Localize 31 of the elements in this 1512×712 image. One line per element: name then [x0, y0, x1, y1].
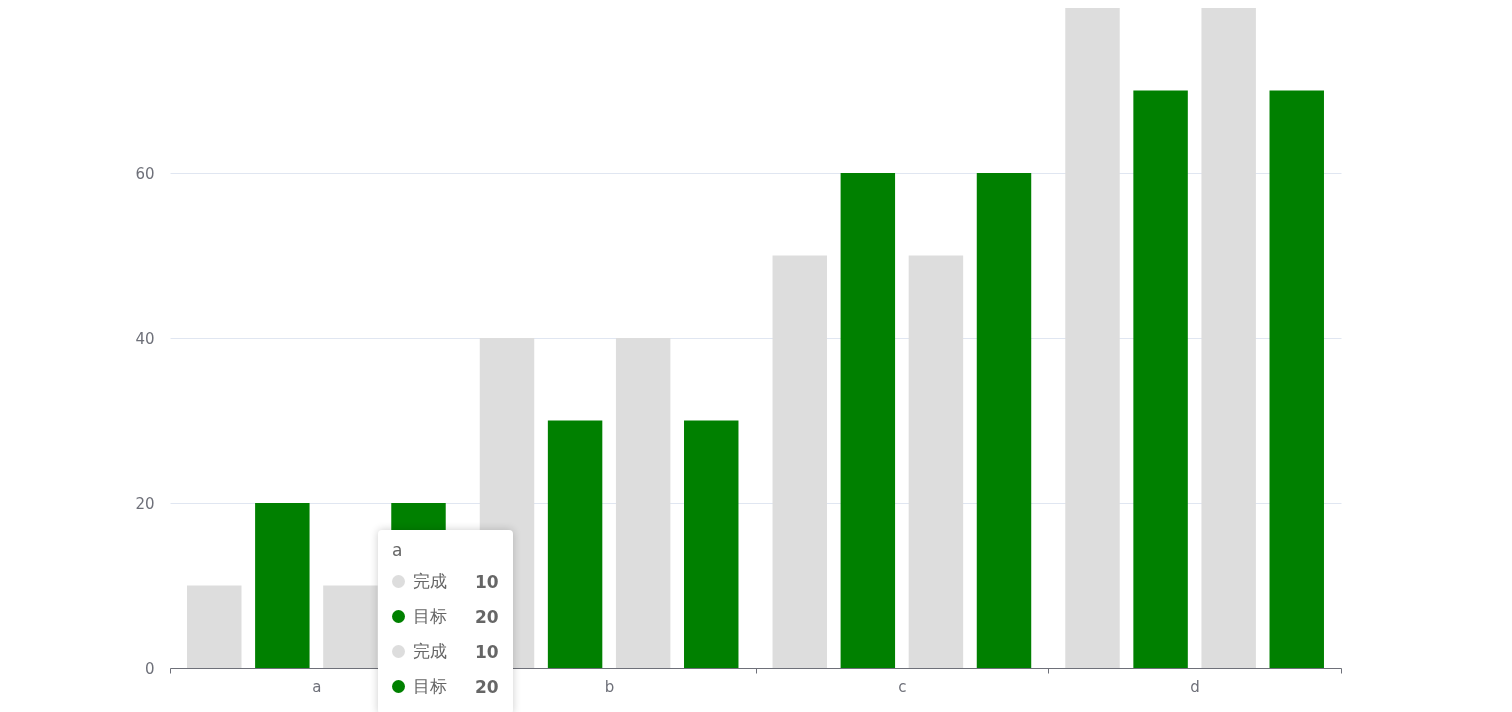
y-tick-label: 40 [135, 329, 155, 348]
text: 20 [475, 676, 499, 697]
y-tick-label: 0 [144, 659, 155, 678]
x-tick-label: c [898, 677, 907, 696]
x-tick-label: b [604, 677, 615, 696]
legend-label: 完成 [413, 640, 447, 663]
category-label: a [392, 540, 403, 560]
bar [976, 173, 1032, 668]
annotation: 20 [475, 606, 499, 627]
bar [255, 503, 310, 668]
bar [840, 173, 896, 668]
bar [772, 255, 827, 668]
annotation: 10 [475, 641, 499, 662]
bar [908, 255, 964, 668]
bar [684, 420, 739, 668]
legend-label: 完成 [413, 570, 447, 593]
bar [1065, 8, 1120, 668]
bar [187, 585, 242, 668]
y-tick-label: 60 [135, 164, 155, 183]
annotation: 10 [475, 571, 499, 592]
y-tick-label: 20 [135, 494, 155, 513]
bar [323, 585, 378, 668]
bar [1133, 90, 1188, 668]
bar [1201, 8, 1256, 668]
bar [615, 338, 671, 668]
bar [547, 420, 603, 668]
x-tick-label: a [312, 677, 322, 696]
legend-label: 目标 [413, 675, 447, 698]
x-tick-label: d [1190, 677, 1200, 696]
bar [1269, 90, 1324, 668]
legend-label: 目标 [413, 605, 447, 628]
